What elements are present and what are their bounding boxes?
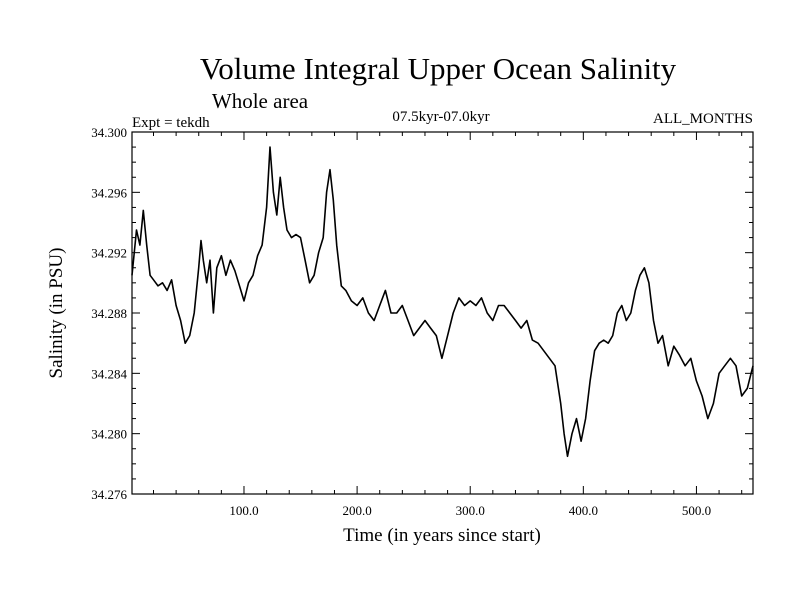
x-tick-label: 100.0 [229, 503, 258, 518]
y-tick-label: 34.276 [91, 487, 127, 502]
x-tick-label: 500.0 [682, 503, 711, 518]
chart-subtitle: Whole area [212, 89, 309, 113]
axis-ticks: 100.0 200.0 300.0 400.0 500.0 34.276 34.280 34.… [91, 125, 753, 518]
x-tick-label: 200.0 [342, 503, 371, 518]
y-tick-label: 34.284 [91, 366, 127, 381]
period-label: 07.5kyr-07.0kyr [392, 109, 489, 125]
series-group [131, 146, 754, 458]
y-tick-label: 34.280 [91, 427, 127, 442]
series-line-salinity [131, 146, 754, 458]
months-label: ALL_MONTHS [653, 111, 753, 127]
y-tick-label: 34.288 [91, 306, 127, 321]
x-axis-label: Time (in years since start) [343, 525, 541, 546]
x-tick-label: 300.0 [456, 503, 485, 518]
experiment-label: Expt = tekdh [132, 115, 210, 131]
y-axis-label: Salinity (in PSU) [46, 248, 67, 379]
x-tick-label: 400.0 [569, 503, 598, 518]
y-tick-label: 34.296 [91, 185, 127, 200]
plot-frame [131, 131, 754, 495]
y-tick-label: 34.292 [91, 246, 127, 261]
chart-title: Volume Integral Upper Ocean Salinity [200, 51, 677, 86]
y-tick-label: 34.300 [91, 125, 127, 140]
